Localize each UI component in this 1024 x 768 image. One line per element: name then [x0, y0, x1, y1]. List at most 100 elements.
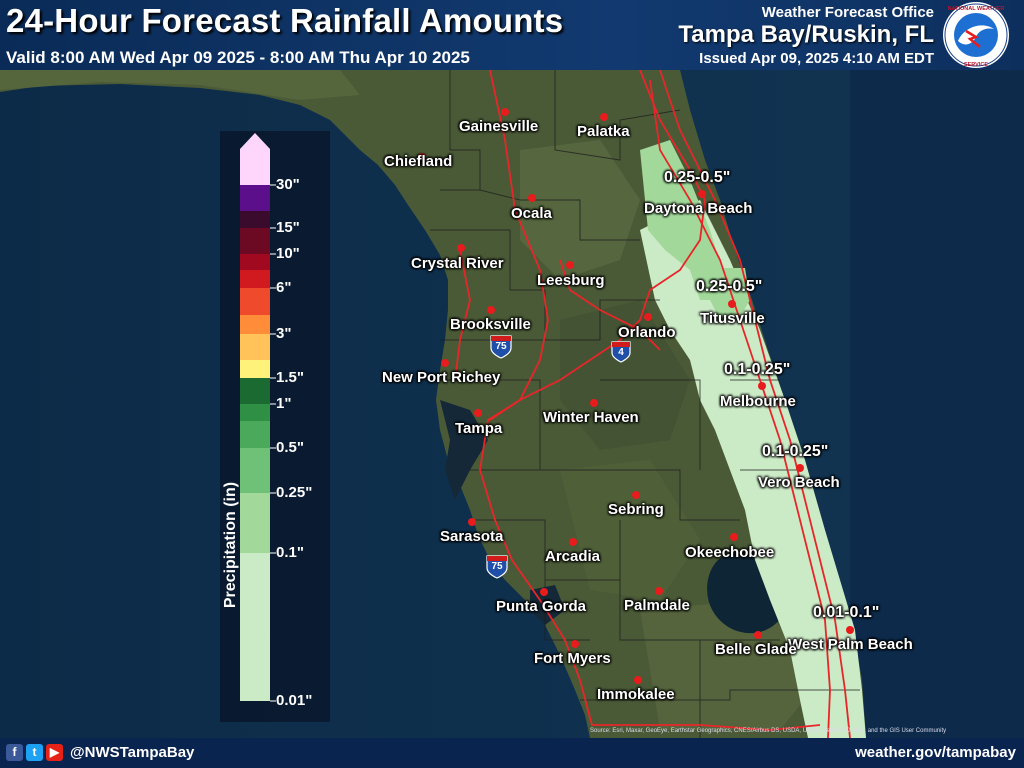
city-dot [846, 626, 854, 634]
legend-tick: 1.5" [276, 369, 304, 386]
city-dot [590, 399, 598, 407]
legend-swatch-1.5 [240, 378, 270, 404]
legend-swatch-3 [240, 334, 270, 360]
city-dot [457, 244, 465, 252]
rainfall-amount-label: 0.01-0.1" [813, 604, 880, 621]
i4-number: 4 [618, 347, 624, 358]
i75-shield-north [490, 335, 512, 359]
office-label: Weather Forecast Office [761, 4, 934, 21]
city-label-winter-haven: Winter Haven [543, 409, 639, 426]
city-dot [501, 108, 509, 116]
tampa-bay [440, 400, 488, 500]
highways [454, 70, 851, 738]
rain-area-0.01-0.1 [640, 200, 866, 738]
city-label-fort-myers: Fort Myers [534, 650, 611, 667]
city-label-belle-glade: Belle Glade [715, 641, 797, 658]
city-dot [540, 588, 548, 596]
i75-shield-south [486, 555, 508, 579]
rainfall-map: 75 75 4 [0, 70, 1024, 738]
city-dot [441, 359, 449, 367]
city-label-brooksville: Brooksville [450, 316, 531, 333]
city-dot [600, 113, 608, 121]
atlantic-water [850, 70, 1024, 738]
svg-text:SERVICE: SERVICE [964, 62, 988, 68]
legend-swatch-6 [240, 288, 270, 315]
city-label-ocala: Ocala [511, 205, 552, 222]
issued-time: Issued Apr 09, 2025 4:10 AM EDT [699, 50, 934, 67]
city-dot [754, 631, 762, 639]
city-dot [474, 409, 482, 417]
legend-tick: 15" [276, 219, 300, 236]
city-label-daytona-beach: Daytona Beach [644, 200, 753, 217]
map-title: 24-Hour Forecast Rainfall Amounts [6, 2, 564, 39]
precipitation-legend: Precipitation (in) 30" 15" 10" 6" 3" 1.5… [220, 131, 330, 722]
legend-swatch-12 [240, 228, 270, 254]
legend-title: Precipitation (in) [222, 481, 239, 609]
facebook-icon[interactable]: f [6, 744, 23, 761]
nws-logo-icon: NATIONAL WEATHER SERVICE [943, 2, 1009, 68]
legend-swatch-0.25 [240, 493, 270, 553]
city-dot [632, 491, 640, 499]
city-label-crystal-river: Crystal River [411, 255, 504, 272]
city-dot [566, 261, 574, 269]
legend-tick: 6" [276, 279, 292, 296]
rainfall-amount-label: 0.25-0.5" [664, 169, 731, 186]
legend-tick: 0.01" [276, 692, 313, 709]
city-label-leesburg: Leesburg [537, 272, 605, 289]
city-dot [468, 518, 476, 526]
header-bar: 24-Hour Forecast Rainfall Amounts Valid … [0, 0, 1024, 70]
legend-tick: 3" [276, 325, 292, 342]
city-label-orlando: Orlando [618, 324, 676, 341]
office-name: Tampa Bay/Ruskin, FL [678, 21, 934, 48]
city-dot [487, 306, 495, 314]
city-label-immokalee: Immokalee [597, 686, 675, 703]
footer-bar: f t ▶ @NWSTampaBay weather.gov/tampabay [0, 738, 1024, 768]
twitter-icon[interactable]: t [26, 744, 43, 761]
rainfall-amount-label: 0.25-0.5" [696, 278, 763, 295]
legend-tick: 1" [276, 395, 292, 412]
legend-colorbar [240, 133, 276, 702]
legend-swatch-2 [240, 360, 270, 378]
city-label-palmdale: Palmdale [624, 597, 690, 614]
city-label-gainesville: Gainesville [459, 118, 539, 135]
city-label-west-palm-beach: West Palm Beach [788, 636, 913, 653]
city-label-sarasota: Sarasota [440, 528, 504, 545]
legend-swatch-10 [240, 254, 270, 270]
i75-number-south: 75 [491, 561, 503, 572]
legend-swatch-4 [240, 315, 270, 334]
city-label-palatka: Palatka [577, 123, 630, 140]
city-dot [655, 587, 663, 595]
county-lines [430, 70, 860, 738]
legend-swatch-0.5 [240, 448, 270, 493]
legend-swatch-20 [240, 185, 270, 211]
legend-swatch-0.75 [240, 421, 270, 448]
i75-number-north: 75 [495, 341, 507, 352]
city-dot [730, 533, 738, 541]
legend-tick: 10" [276, 245, 300, 262]
city-dot [644, 313, 652, 321]
city-label-melbourne: Melbourne [720, 393, 796, 410]
city-label-titusville: Titusville [700, 310, 765, 327]
city-label-punta-gorda: Punta Gorda [496, 598, 587, 615]
i4-shield [611, 341, 631, 363]
city-label-tampa: Tampa [455, 420, 503, 437]
city-dot [528, 194, 536, 202]
legend-tick: 30" [276, 176, 300, 193]
youtube-icon[interactable]: ▶ [46, 744, 63, 761]
city-label-chiefland: Chiefland [384, 153, 453, 170]
legend-swatch-30 [240, 149, 270, 185]
legend-swatch-1 [240, 404, 270, 421]
city-label-arcadia: Arcadia [545, 548, 601, 565]
legend-swatch-0.1 [240, 553, 270, 701]
rain-area-0.1-0.25 [640, 140, 722, 300]
city-label-okeechobee: Okeechobee [685, 544, 775, 561]
legend-tick: 0.25" [276, 484, 313, 501]
website-link[interactable]: weather.gov/tampabay [855, 744, 1016, 761]
valid-period: Valid 8:00 AM Wed Apr 09 2025 - 8:00 AM … [6, 48, 470, 67]
city-dot [571, 640, 579, 648]
social-handle[interactable]: @NWSTampaBay [70, 744, 195, 761]
svg-text:NATIONAL WEATHER: NATIONAL WEATHER [948, 6, 1005, 12]
rainfall-amount-label: 0.1-0.25" [724, 361, 791, 378]
social-icons: f t ▶ [6, 744, 63, 761]
city-dot [758, 382, 766, 390]
